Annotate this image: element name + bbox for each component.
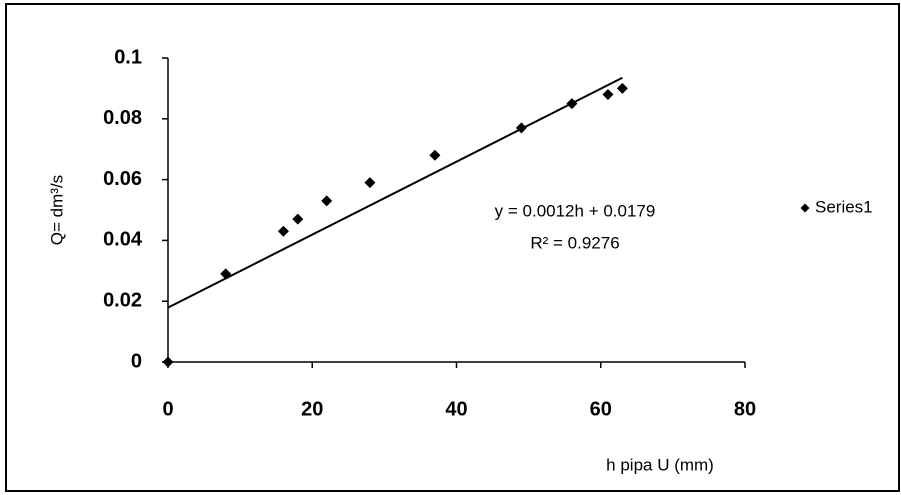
y-tick-label: 0.08 — [103, 107, 142, 129]
legend-marker — [800, 203, 810, 213]
trendline — [167, 76, 623, 309]
data-point — [602, 88, 614, 100]
data-point — [616, 82, 628, 94]
x-axis-label: h pipa U (mm) — [606, 455, 714, 474]
x-tick-label: 40 — [445, 398, 467, 420]
x-tick-label: 20 — [301, 398, 323, 420]
legend-label: Series1 — [815, 197, 873, 216]
data-point — [321, 195, 333, 207]
x-tick-label: 80 — [734, 398, 756, 420]
y-tick-label: 0.06 — [103, 168, 142, 190]
data-point — [220, 268, 232, 280]
data-point — [162, 356, 174, 368]
data-point — [429, 149, 441, 161]
x-tick-label: 60 — [590, 398, 612, 420]
y-tick-label: 0.02 — [103, 289, 142, 311]
data-point — [277, 225, 289, 237]
trendline-equation: y = 0.0012h + 0.0179 — [495, 201, 656, 220]
chart-border — [5, 3, 900, 492]
data-point — [292, 213, 304, 225]
trendline-r2: R² = 0.9276 — [530, 233, 619, 252]
data-point — [364, 177, 376, 189]
y-tick-label: 0 — [131, 350, 142, 372]
y-tick-label: 0.04 — [103, 229, 143, 251]
data-point — [566, 98, 578, 110]
y-axis-label: Q= dm³/s — [47, 175, 66, 245]
x-tick-label: 0 — [162, 398, 173, 420]
y-tick-label: 0.1 — [114, 46, 142, 68]
data-point — [515, 122, 527, 134]
